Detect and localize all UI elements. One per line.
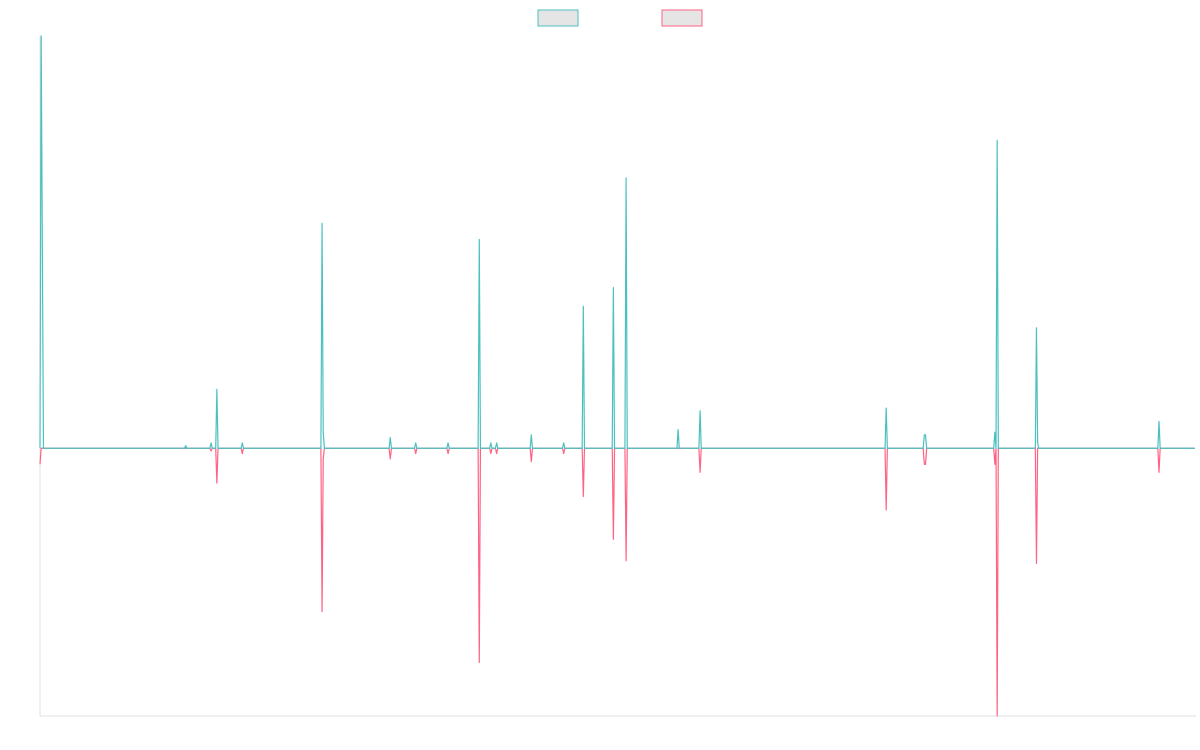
series-layer — [39, 35, 1195, 717]
series-line-1 — [39, 35, 1195, 449]
legend-swatch-series-1[interactable] — [537, 9, 579, 27]
legend[interactable] — [537, 9, 703, 27]
axes — [39, 36, 1196, 717]
series-line-2 — [39, 447, 1195, 717]
legend-swatch-series-2[interactable] — [661, 9, 703, 27]
